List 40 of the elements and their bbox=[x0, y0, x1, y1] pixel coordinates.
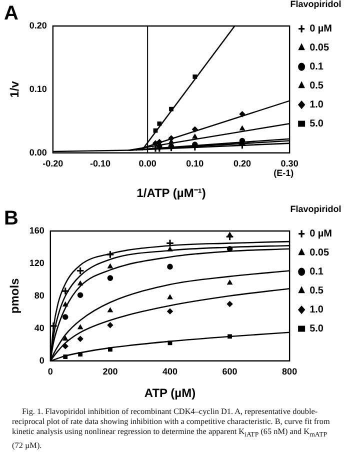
x-tick-label: 0.30 bbox=[280, 158, 298, 169]
x-tick-label: 600 bbox=[222, 366, 238, 377]
x-tick-label: 0.00 bbox=[138, 158, 156, 169]
legend-label: 0 µM bbox=[310, 228, 332, 240]
legend-title: Flavopiridol bbox=[290, 204, 342, 214]
x-axis-title: ATP (µM) bbox=[144, 386, 196, 400]
legend-label: 0.1 bbox=[310, 62, 324, 73]
text: (E-1) bbox=[274, 168, 294, 178]
x-tick-label: 0.20 bbox=[233, 158, 252, 169]
y-tick-label: 160 bbox=[29, 225, 44, 236]
y-tick-label: 0 bbox=[39, 355, 44, 366]
x-tick-label: 200 bbox=[102, 366, 118, 377]
chart-title: A bbox=[4, 2, 18, 25]
legend-label: 5.0 bbox=[310, 118, 324, 130]
legend-label: 5.0 bbox=[310, 324, 324, 335]
legend-label: 0 µM bbox=[310, 24, 332, 35]
y-tick-label: 80 bbox=[34, 290, 44, 300]
legend-label: 0.05 bbox=[310, 42, 330, 54]
y-tick-label: 0.20 bbox=[29, 20, 47, 30]
x-tick-label: -0.10 bbox=[90, 158, 111, 169]
legend-label: 0.05 bbox=[310, 248, 330, 259]
legend-label: 0.5 bbox=[310, 286, 324, 297]
legend-label: 1.0 bbox=[310, 100, 324, 111]
y-tick-label: 0.00 bbox=[29, 147, 47, 158]
y-tick-label: 40 bbox=[34, 322, 44, 333]
x-axis-title: 1/ATP (µM⁻¹) bbox=[136, 186, 206, 200]
text: Fig. 1. Flavopiridol inhibition of recombinant CDK4–cyclin D1. A, representative double-reciprocal plot of rate data showing inhibition with a competitive characteristic. B, curve fit from kinetic analysis using nonlinear regression to determine the apparent K$_{iATP}$ (65 nM) and K$_{mATP}$ (72 µM). bbox=[12, 407, 330, 450]
legend-label: 1.0 bbox=[310, 304, 324, 316]
x-tick-label: 800 bbox=[282, 366, 298, 377]
y-axis-title: pmols bbox=[8, 278, 22, 314]
legend-label: 0.5 bbox=[310, 80, 324, 92]
chart-title: B bbox=[4, 208, 18, 230]
legend-title: Flavopiridol bbox=[290, 0, 342, 9]
legend-label: 0.1 bbox=[310, 266, 324, 278]
y-tick-label: 0.10 bbox=[29, 84, 47, 94]
x-tick-label: 0.10 bbox=[186, 158, 204, 169]
x-tick-label: 400 bbox=[162, 366, 178, 377]
y-tick-label: 120 bbox=[29, 258, 44, 268]
y-axis-title: 1/v bbox=[8, 80, 22, 98]
x-tick-label: -0.20 bbox=[42, 158, 64, 169]
